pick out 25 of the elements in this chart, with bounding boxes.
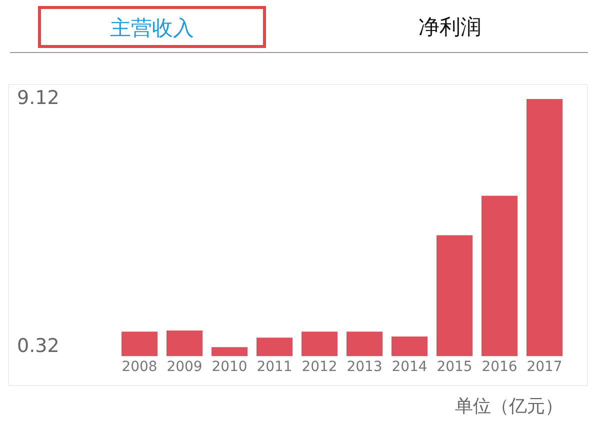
bar: [212, 347, 248, 356]
bar: [122, 332, 158, 356]
chart-subtitle: 净利润: [418, 14, 482, 41]
x-tick-label: 2013: [346, 359, 382, 376]
x-tick-label: 2015: [436, 359, 472, 376]
x-tick-label: 2009: [166, 359, 202, 376]
x-tick-label: 2012: [302, 359, 338, 376]
bar: [526, 99, 562, 356]
bar: [482, 196, 518, 356]
y-tick-label: 9.12: [17, 86, 60, 109]
x-tick-label: 2016: [482, 359, 518, 376]
bar: [346, 332, 382, 356]
bar: [166, 330, 202, 356]
x-tick-label: 2010: [212, 359, 248, 376]
x-tick-label: 2017: [526, 359, 562, 376]
text: 单位（亿元）: [455, 395, 563, 418]
bar: [256, 338, 292, 356]
y-tick-label: 0.32: [17, 335, 60, 358]
x-tick-label: 2014: [392, 359, 428, 376]
x-tick-label: 2008: [122, 359, 158, 376]
bar: [436, 235, 472, 356]
chart-title: 主营收入: [38, 6, 266, 48]
bar: [392, 336, 428, 356]
bar: [302, 332, 338, 356]
x-tick-label: 2011: [256, 359, 292, 376]
